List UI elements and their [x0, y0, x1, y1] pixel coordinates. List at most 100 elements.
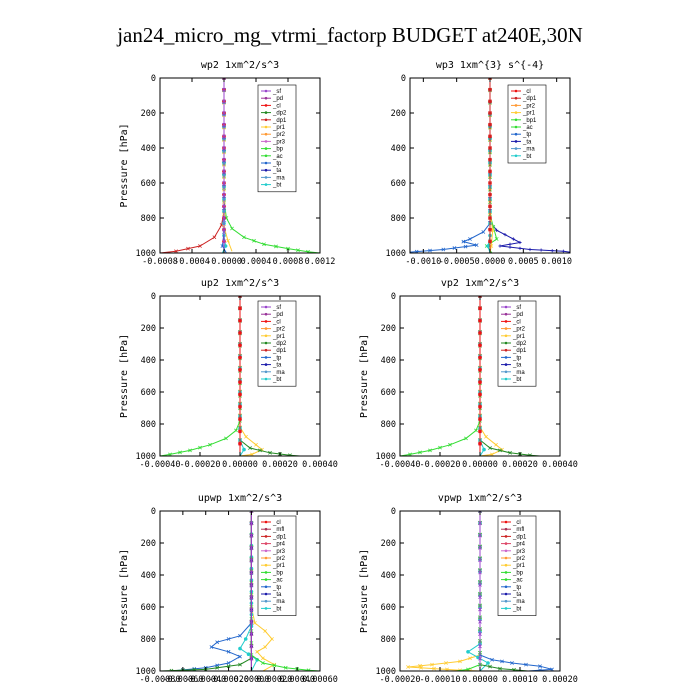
- y-tick-label: 600: [381, 603, 396, 613]
- x-tick-label: 0.0004: [241, 257, 272, 267]
- legend-label: _bp: [272, 147, 284, 153]
- marker-tp: [209, 645, 214, 649]
- legend-label: _ma: [512, 599, 525, 605]
- marker-dp2: [488, 446, 492, 450]
- marker-ta: [498, 244, 502, 248]
- panel-upwp: upwp 1xm^2/s^3 Pressure [hPa] 0 200 400 600 80…: [119, 493, 338, 685]
- legend-marker: [514, 118, 518, 122]
- marker-pr1: [430, 662, 434, 667]
- figure-title: jan24_micro_mg_vtrmi_factorp BUDGET at24…: [116, 23, 583, 47]
- marker-dp1: [488, 239, 492, 244]
- marker-bt: [242, 447, 246, 452]
- panels: wp2 1xm^2/s^3 Pressure [hPa] 0 200 400 600 800…: [119, 60, 578, 685]
- marker-ac: [215, 665, 220, 670]
- legend-marker: [264, 549, 268, 553]
- legend-label: _bp: [512, 570, 524, 576]
- marker-cl: [249, 533, 254, 538]
- legend-marker: [264, 607, 268, 610]
- legend-label: _ac: [272, 578, 283, 584]
- marker-cl: [478, 619, 482, 624]
- marker-dp1: [464, 436, 468, 441]
- marker-dp1: [488, 227, 492, 232]
- marker-cl: [238, 392, 242, 397]
- marker-pr1: [406, 665, 410, 669]
- x-tick-label: -0.00080: [140, 675, 181, 685]
- legend-label: _pr1: [272, 334, 286, 340]
- marker-dp2: [528, 453, 532, 456]
- legend-label: _ta: [512, 592, 522, 598]
- marker-cl: [238, 331, 242, 335]
- marker-pr1: [418, 663, 422, 668]
- x-tick-label: 0.00000: [462, 460, 498, 470]
- y-tick-label: 600: [391, 179, 406, 189]
- legend-label: _sf: [272, 305, 281, 311]
- panel-title: vp2 1xm^2/s^3: [441, 278, 519, 289]
- legend-marker: [264, 140, 268, 143]
- legend-marker: [264, 154, 268, 158]
- marker-bt: [246, 652, 251, 656]
- y-tick-label: 0: [151, 292, 156, 302]
- legend-marker: [504, 599, 508, 603]
- x-tick-label: 0.0005: [508, 257, 539, 267]
- legend-label: _pr1: [272, 125, 286, 131]
- marker-tp: [220, 244, 225, 248]
- panel-title: wp2 1xm^2/s^3: [201, 60, 279, 71]
- marker-dp1: [438, 445, 442, 450]
- legend-marker: [504, 563, 508, 567]
- marker-cl: [249, 619, 254, 624]
- marker-sf: [222, 99, 226, 104]
- marker-cl: [238, 417, 242, 421]
- marker-dp1: [488, 78, 492, 80]
- legend-marker: [264, 327, 268, 330]
- legend-label: _bt: [272, 606, 282, 612]
- marker-tp: [226, 661, 231, 665]
- series-line-dp1: [400, 296, 481, 456]
- marker-bt: [482, 447, 486, 452]
- x-tick-label: 0.00000: [234, 675, 270, 685]
- legend-marker: [264, 363, 268, 366]
- marker-sf: [222, 181, 226, 185]
- marker-dp1: [488, 157, 492, 162]
- legend: _cl_dp1_pr2 _pr1_bp1_ac_tp_ta _ma_bt: [507, 84, 547, 164]
- y-tick-label: 1000: [376, 667, 396, 677]
- legend-label: _ta: [522, 139, 532, 145]
- legend-label: _dp2: [512, 341, 527, 347]
- legend-marker: [264, 527, 268, 531]
- y-tick-label: 800: [381, 420, 396, 430]
- marker-ac: [494, 237, 499, 241]
- marker-ta: [508, 242, 512, 246]
- legend-box: [497, 515, 537, 616]
- legend-label: _pr2: [512, 556, 526, 562]
- legend-marker: [504, 312, 508, 316]
- marker-cl: [249, 558, 254, 563]
- marker-dp1: [224, 436, 228, 441]
- y-tick-label: 1000: [136, 667, 156, 677]
- legend-marker: [264, 118, 268, 122]
- legend-marker: [504, 348, 508, 352]
- legend-label: _cl: [272, 520, 281, 526]
- legend-marker: [264, 377, 268, 381]
- y-tick-label: 800: [141, 635, 156, 645]
- marker-bp: [466, 667, 470, 671]
- legend-marker: [504, 607, 508, 610]
- y-tick-label: 600: [141, 603, 156, 613]
- panel-wp2: wp2 1xm^2/s^3 Pressure [hPa] 0 200 400 600 800…: [119, 60, 335, 267]
- marker-ta: [539, 248, 543, 252]
- y-tick-label: 400: [141, 144, 156, 154]
- marker-sf: [222, 122, 226, 127]
- marker-cl: [478, 533, 482, 538]
- y-tick-label: 400: [141, 571, 156, 581]
- x-tick-label: 0.0012: [305, 257, 336, 267]
- marker-pr2: [494, 442, 498, 447]
- legend-marker: [504, 549, 508, 553]
- marker-pr1: [252, 621, 257, 625]
- x-tick-label: 0.00020: [262, 460, 298, 470]
- legend-marker: [514, 125, 518, 129]
- x-tick-label: 0.00040: [302, 460, 338, 470]
- legend-label: _ac: [512, 578, 523, 584]
- legend-label: _bt: [512, 377, 522, 383]
- marker-pr1: [444, 661, 448, 665]
- marker-ac: [242, 235, 246, 240]
- marker-sf: [222, 216, 226, 220]
- legend-marker: [264, 312, 268, 316]
